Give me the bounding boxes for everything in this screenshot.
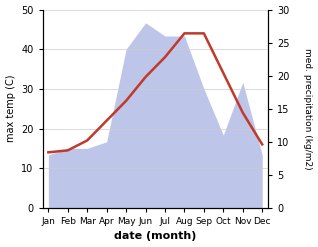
X-axis label: date (month): date (month): [114, 231, 197, 242]
Y-axis label: max temp (C): max temp (C): [5, 75, 16, 143]
Y-axis label: med. precipitation (kg/m2): med. precipitation (kg/m2): [303, 48, 313, 169]
